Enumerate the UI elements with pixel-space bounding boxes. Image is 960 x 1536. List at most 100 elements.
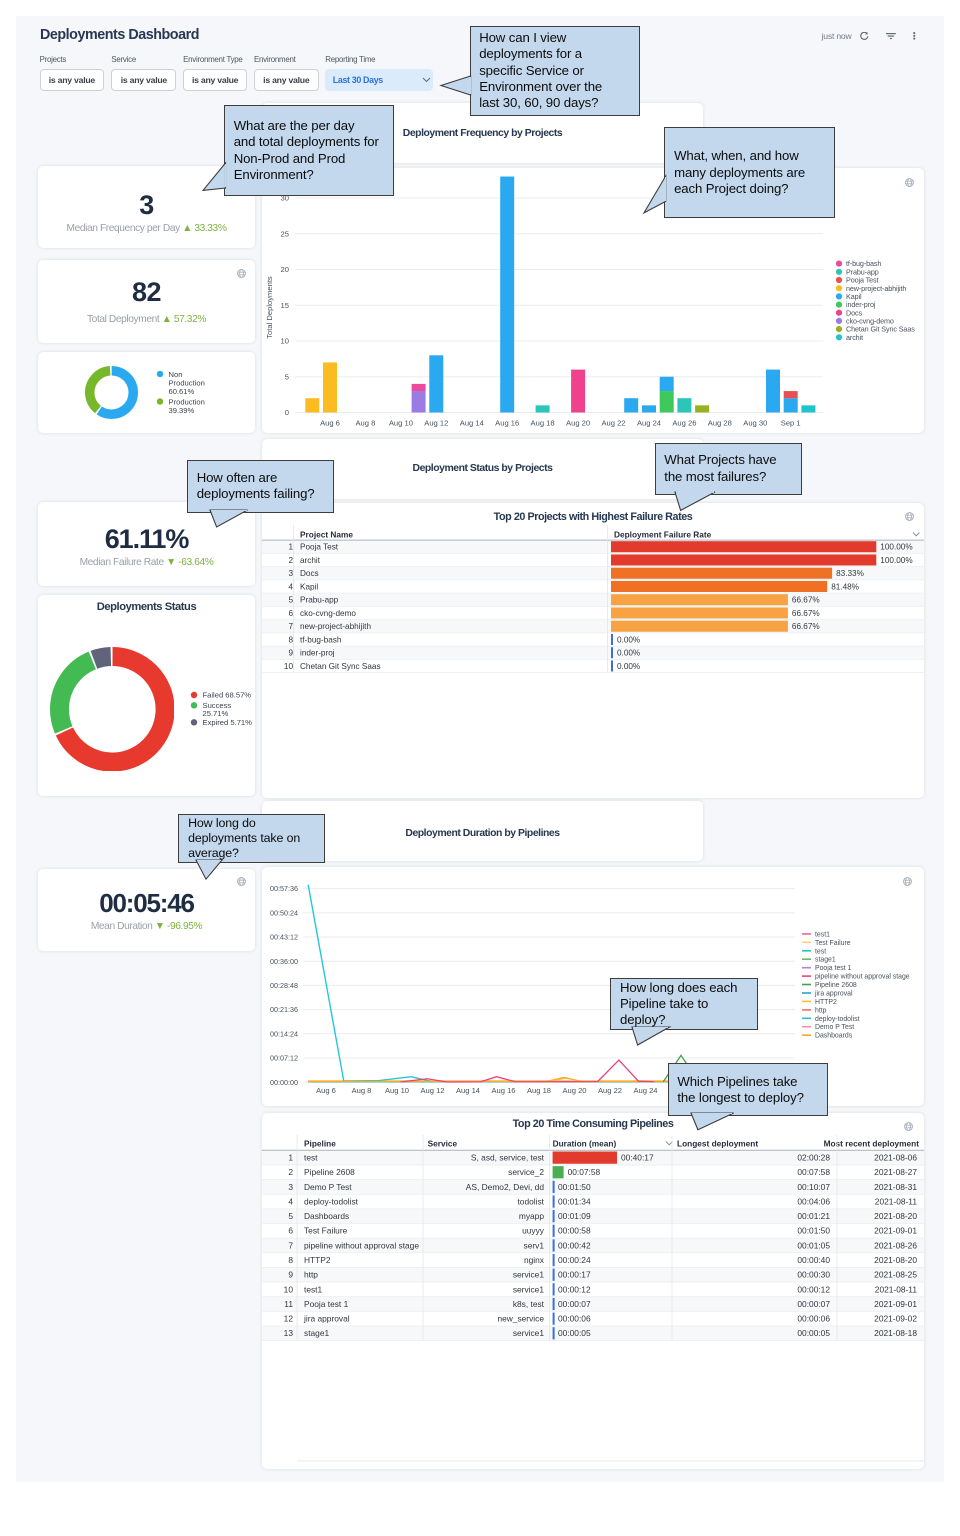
svg-text:39.39%: 39.39% xyxy=(169,406,195,415)
svg-text:00:04:06: 00:04:06 xyxy=(797,1196,830,1206)
svg-text:7: 7 xyxy=(288,622,293,631)
svg-text:00:50:24: 00:50:24 xyxy=(270,908,298,917)
svg-text:66.67%: 66.67% xyxy=(792,609,820,618)
svg-text:2021-08-20: 2021-08-20 xyxy=(874,1211,917,1221)
svg-text:6: 6 xyxy=(288,1226,293,1236)
svg-text:Aug 16: Aug 16 xyxy=(495,419,519,428)
svg-text:Longest deployment: Longest deployment xyxy=(677,1138,758,1148)
svg-text:Chetan Git Sync Saas: Chetan Git Sync Saas xyxy=(846,325,915,334)
svg-text:uuyyy: uuyyy xyxy=(522,1226,545,1236)
svg-text:Aug 14: Aug 14 xyxy=(460,419,484,428)
svg-text:00:00:40: 00:00:40 xyxy=(797,1255,830,1265)
svg-text:S, asd, service, test: S, asd, service, test xyxy=(471,1153,545,1163)
svg-text:Demo P Test: Demo P Test xyxy=(815,1024,854,1031)
svg-text:00:00:30: 00:00:30 xyxy=(797,1270,830,1280)
svg-text:00:00:12: 00:00:12 xyxy=(797,1284,830,1294)
svg-text:new_service: new_service xyxy=(497,1314,544,1324)
svg-text:2021-09-02: 2021-09-02 xyxy=(874,1314,917,1324)
svg-text:2: 2 xyxy=(288,1167,293,1177)
svg-text:00:00:07: 00:00:07 xyxy=(797,1299,830,1309)
svg-text:8: 8 xyxy=(288,1255,293,1265)
svg-text:Aug 26: Aug 26 xyxy=(672,419,696,428)
svg-text:jira approval: jira approval xyxy=(814,990,853,997)
svg-text:100.00%: 100.00% xyxy=(880,543,912,552)
svg-text:http: http xyxy=(304,1270,318,1280)
svg-text:2021-08-06: 2021-08-06 xyxy=(874,1153,917,1163)
svg-text:Aug 10: Aug 10 xyxy=(389,419,413,428)
svg-text:Pooja Test: Pooja Test xyxy=(300,543,339,552)
svg-text:00:36:00: 00:36:00 xyxy=(270,956,298,965)
svg-text:http: http xyxy=(815,1007,827,1014)
svg-text:jira approval: jira approval xyxy=(303,1314,350,1324)
svg-text:tf-bug-bash: tf-bug-bash xyxy=(300,635,342,644)
svg-text:00:43:12: 00:43:12 xyxy=(270,932,298,941)
svg-text:Project Name: Project Name xyxy=(300,530,353,540)
svg-text:20: 20 xyxy=(281,265,289,274)
svg-text:2: 2 xyxy=(288,556,293,565)
svg-text:Dashboards: Dashboards xyxy=(304,1211,349,1221)
svg-text:00:21:36: 00:21:36 xyxy=(270,1005,298,1014)
svg-text:Deployment Failure Rate: Deployment Failure Rate xyxy=(614,530,712,540)
svg-text:Production: Production xyxy=(169,378,205,387)
svg-text:Aug 8: Aug 8 xyxy=(352,1086,372,1095)
svg-text:2021-08-26: 2021-08-26 xyxy=(874,1240,917,1250)
svg-text:cko-cvng-demo: cko-cvng-demo xyxy=(300,609,356,618)
svg-text:00:14:24: 00:14:24 xyxy=(270,1029,298,1038)
svg-text:service1: service1 xyxy=(513,1270,545,1280)
svg-text:archit: archit xyxy=(846,333,863,342)
svg-text:00:00:12: 00:00:12 xyxy=(558,1284,591,1294)
svg-text:00:28:48: 00:28:48 xyxy=(270,981,298,990)
svg-text:Pooja test 1: Pooja test 1 xyxy=(815,965,852,972)
svg-text:cko-cvng-demo: cko-cvng-demo xyxy=(846,317,894,326)
svg-text:2021-08-25: 2021-08-25 xyxy=(874,1270,917,1280)
svg-text:Aug 22: Aug 22 xyxy=(598,1086,622,1095)
svg-text:Aug 8: Aug 8 xyxy=(355,419,375,428)
svg-text:deploy-todolist: deploy-todolist xyxy=(815,1015,860,1022)
svg-text:00:01:50: 00:01:50 xyxy=(558,1182,591,1192)
svg-text:66.67%: 66.67% xyxy=(792,622,820,631)
svg-text:serv1: serv1 xyxy=(524,1240,545,1250)
svg-text:00:07:58: 00:07:58 xyxy=(797,1167,830,1177)
svg-text:Pipeline 2608: Pipeline 2608 xyxy=(304,1167,355,1177)
svg-text:stage1: stage1 xyxy=(304,1328,329,1338)
svg-text:Pooja Test: Pooja Test xyxy=(846,276,879,285)
svg-text:Failed 68.57%: Failed 68.57% xyxy=(203,691,252,700)
svg-text:2021-09-01: 2021-09-01 xyxy=(874,1226,917,1236)
svg-text:new-project-abhijith: new-project-abhijith xyxy=(846,284,906,293)
svg-text:10: 10 xyxy=(284,1284,294,1294)
svg-text:tf-bug-bash: tf-bug-bash xyxy=(846,259,881,268)
svg-text:Aug 6: Aug 6 xyxy=(320,419,340,428)
svg-text:Aug 30: Aug 30 xyxy=(743,419,767,428)
svg-text:2021-08-11: 2021-08-11 xyxy=(875,1284,918,1294)
svg-text:archit: archit xyxy=(300,556,321,565)
svg-text:Kapil: Kapil xyxy=(846,292,862,301)
svg-text:13: 13 xyxy=(284,1328,294,1338)
svg-text:Test Failure: Test Failure xyxy=(815,939,851,946)
svg-text:Most recent deployment: Most recent deployment xyxy=(824,1138,920,1148)
svg-text:new-project-abhijith: new-project-abhijith xyxy=(300,622,371,631)
svg-text:4: 4 xyxy=(288,582,293,591)
svg-text:15: 15 xyxy=(281,301,289,310)
svg-text:0.00%: 0.00% xyxy=(617,635,640,644)
svg-text:Demo P Test: Demo P Test xyxy=(304,1182,352,1192)
svg-text:Aug 16: Aug 16 xyxy=(491,1086,515,1095)
svg-text:inder-proj: inder-proj xyxy=(300,649,335,658)
svg-text:30: 30 xyxy=(281,194,289,203)
svg-text:83.33%: 83.33% xyxy=(836,569,864,578)
svg-text:2021-08-18: 2021-08-18 xyxy=(874,1328,917,1338)
svg-text:00:07:58: 00:07:58 xyxy=(568,1167,601,1177)
svg-text:service_2: service_2 xyxy=(508,1167,544,1177)
svg-text:Aug 12: Aug 12 xyxy=(424,419,448,428)
svg-text:25.71%: 25.71% xyxy=(203,709,229,718)
svg-text:Aug 22: Aug 22 xyxy=(601,419,625,428)
svg-text:Aug 20: Aug 20 xyxy=(562,1086,586,1095)
svg-text:Docs: Docs xyxy=(300,569,319,578)
svg-text:9: 9 xyxy=(288,649,293,658)
svg-text:1: 1 xyxy=(288,543,293,552)
svg-text:5: 5 xyxy=(288,1211,293,1221)
svg-text:myapp: myapp xyxy=(519,1211,544,1221)
svg-text:Aug 6: Aug 6 xyxy=(316,1086,336,1095)
svg-text:81.48%: 81.48% xyxy=(831,582,859,591)
svg-text:10: 10 xyxy=(281,337,289,346)
svg-text:3: 3 xyxy=(288,1182,293,1192)
